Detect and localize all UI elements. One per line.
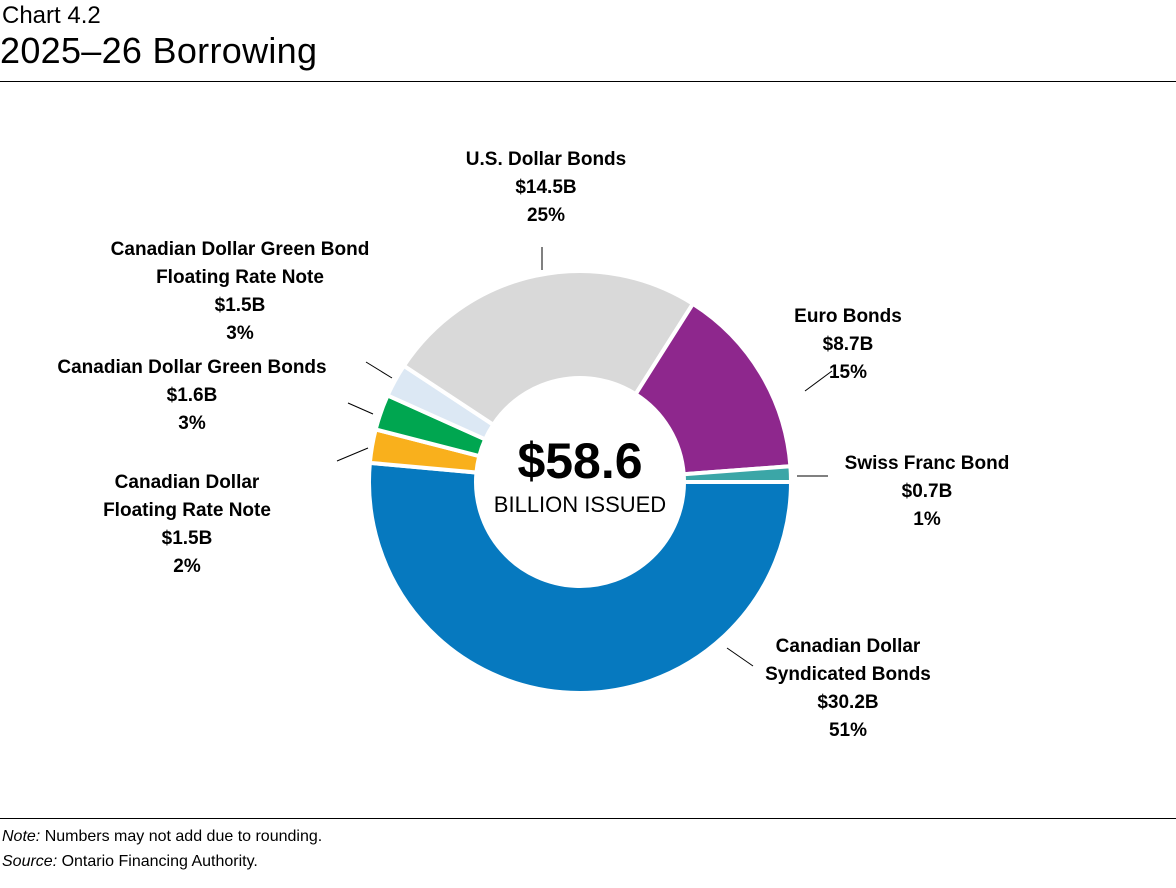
slice-name: Canadian Dollar — [114, 472, 260, 493]
center-label: BILLION ISSUED — [493, 492, 667, 517]
source: Source: Ontario Financing Authority. — [2, 853, 258, 871]
donut-slice-0 — [367, 460, 794, 695]
leader-line-5 — [804, 370, 833, 392]
leader-line-1 — [336, 447, 369, 462]
note-label: Note: — [2, 828, 41, 845]
footnote: Note: Numbers may not add due to roundin… — [2, 828, 322, 846]
slice-value: $8.7B — [822, 334, 874, 355]
slice-label-2: Canadian Dollar Green Bonds $1.6B 3% — [57, 354, 326, 438]
leader-line-0 — [726, 647, 754, 667]
slice-percent: 25% — [526, 205, 566, 226]
slice-percent: 15% — [828, 362, 868, 383]
slice-value: $1.5B — [161, 528, 213, 549]
slice-label-3: Canadian Dollar Green Bond Floating Rate … — [111, 236, 370, 348]
slice-value: $1.6B — [166, 385, 218, 406]
slice-label-0: Canadian Dollar Syndicated Bonds $30.2B 51% — [765, 633, 931, 745]
slice-value: $14.5B — [515, 177, 577, 198]
header-divider — [0, 81, 1176, 82]
slice-value: $0.7B — [901, 481, 953, 502]
chart-number: Chart 4.2 — [2, 2, 101, 29]
slice-label-4: U.S. Dollar Bonds $14.5B 25% — [466, 146, 626, 230]
slice-name: Floating Rate Note — [103, 500, 271, 521]
source-label: Source: — [2, 853, 58, 870]
slice-name: Euro Bonds — [794, 306, 902, 327]
source-text: Ontario Financing Authority. — [57, 853, 258, 870]
center-total: $58.6 — [517, 433, 643, 489]
slice-name: Swiss Franc Bond — [844, 453, 1010, 474]
slice-percent: 3% — [178, 413, 206, 434]
slice-percent: 1% — [913, 509, 941, 530]
slice-percent: 51% — [828, 720, 868, 741]
leader-line-2 — [347, 402, 374, 415]
slice-value: $1.5B — [214, 295, 266, 316]
donut-slice-4 — [401, 269, 696, 428]
slice-name: Canadian Dollar — [775, 636, 921, 657]
donut-slice-5 — [632, 300, 793, 477]
slice-name: Syndicated Bonds — [765, 664, 931, 685]
slice-label-1: Canadian Dollar Floating Rate Note $1.5B 2% — [103, 469, 271, 581]
footer-divider — [0, 818, 1176, 819]
slice-name: Canadian Dollar Green Bonds — [57, 357, 327, 378]
slice-name: Floating Rate Note — [156, 267, 324, 288]
slice-label-6: Swiss Franc Bond $0.7B 1% — [845, 450, 1010, 534]
slice-percent: 3% — [226, 323, 254, 344]
leader-line-3 — [365, 361, 393, 379]
note-text: Numbers may not add due to rounding. — [40, 828, 323, 845]
chart-title: 2025–26 Borrowing — [0, 30, 318, 71]
slice-label-5: Euro Bonds $8.7B 15% — [794, 303, 902, 387]
slice-name: U.S. Dollar Bonds — [465, 149, 627, 170]
donut-slice-6 — [681, 464, 794, 484]
slice-percent: 2% — [173, 556, 201, 577]
slice-name: Canadian Dollar Green Bond — [110, 239, 370, 260]
slice-value: $30.2B — [817, 692, 879, 713]
